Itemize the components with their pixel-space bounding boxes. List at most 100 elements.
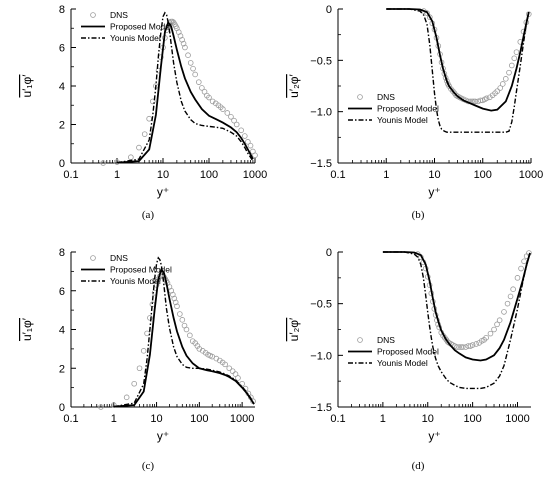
y-tick-label: −1.5 [310, 158, 332, 170]
dns-point [518, 265, 524, 272]
dns-point [199, 85, 205, 91]
y-tick-label: 4 [59, 325, 65, 337]
dns-point [170, 291, 176, 298]
series-line [113, 256, 255, 408]
legend-marker-dns [90, 12, 96, 18]
dns-point [128, 154, 134, 161]
y-axis-label: u′₁φ′ [20, 317, 34, 341]
series-proposed-model [386, 8, 530, 112]
series-dns [420, 8, 532, 105]
dns-point [136, 365, 143, 372]
dns-point [427, 14, 433, 21]
dns-point [177, 311, 183, 317]
y-tick-label: 2 [59, 120, 65, 132]
dns-point [473, 341, 479, 347]
series-dns [98, 272, 256, 410]
dns-point [144, 330, 150, 337]
dns-point [233, 121, 240, 128]
dns-point [206, 94, 212, 101]
dns-point [502, 76, 509, 82]
y-axis-label: u′₁φ′ [20, 74, 34, 98]
dns-point [174, 303, 180, 310]
x-tick-label: 100 [190, 413, 208, 425]
dns-point [141, 131, 148, 137]
x-tick-label: 1000 [230, 413, 254, 425]
series-younis-model [116, 11, 254, 164]
dns-point [131, 380, 137, 387]
legend-marker-dns [90, 255, 96, 261]
dns-point [180, 40, 187, 47]
dns-point [179, 36, 185, 43]
legend-label: DNS [110, 10, 128, 20]
series-younis-model [113, 256, 255, 408]
chart-panel-d: 0.1 1 10 100 1000 0 −0.5 −1.0 −1.5 y⁺ u′₂φ′ DNS Prop… [287, 247, 532, 472]
panel-caption: (d) [412, 460, 425, 472]
dns-point [483, 95, 490, 102]
x-tick-label: 100 [463, 413, 481, 425]
y-tick-label: −0.5 [310, 55, 332, 67]
dns-point [507, 293, 514, 300]
x-tick-label: 0.1 [330, 169, 345, 181]
legend-label: Younis Model [377, 115, 428, 125]
series-line [116, 11, 254, 164]
chart-panel-a: 0.1 1 10 100 1000 0 2 4 6 8 y⁺ u′₁φ′ DNS Proposed Mod… [20, 4, 267, 221]
dns-point [171, 295, 178, 302]
dns-point [231, 117, 237, 124]
dns-point [494, 321, 500, 328]
dns-point [424, 10, 430, 16]
x-axis-label: y⁺ [428, 185, 440, 199]
dns-point [209, 98, 216, 105]
y-tick-label: −1.0 [310, 350, 332, 362]
legend-label: Proposed Model [110, 265, 172, 275]
dns-point [147, 315, 153, 321]
dns-point [477, 97, 484, 104]
dns-point [241, 133, 248, 139]
dns-point [499, 81, 506, 87]
dns-point [239, 380, 245, 387]
dns-point [459, 344, 466, 350]
dns-point [232, 371, 239, 377]
dns-point [496, 317, 503, 324]
dns-point [229, 368, 236, 374]
dns-point [228, 114, 234, 120]
dns-point [487, 330, 494, 337]
y-tick-label: 6 [59, 286, 65, 298]
legend-label: Younis Model [110, 33, 161, 43]
panel-caption: (c) [142, 460, 155, 472]
dns-point [187, 332, 193, 339]
series-line [116, 20, 254, 164]
y-tick-label: 8 [59, 4, 65, 16]
dns-point [195, 79, 202, 85]
dns-point [514, 275, 521, 281]
dns-point [456, 344, 462, 350]
legend-label: DNS [377, 92, 395, 102]
series-line [382, 251, 531, 362]
panel-caption: (b) [412, 209, 425, 221]
dns-point [183, 326, 190, 333]
x-axis-label: y⁺ [157, 429, 169, 443]
dns-point [245, 139, 251, 145]
y-tick-label: 0 [326, 4, 332, 16]
legend-label: Younis Model [110, 276, 161, 286]
series-proposed-model [382, 251, 531, 362]
dns-point [252, 152, 258, 159]
series-line [386, 8, 530, 112]
series-proposed-model [113, 267, 255, 408]
dns-point [222, 361, 228, 368]
dns-point [469, 342, 476, 348]
dns-point [238, 127, 244, 134]
y-tick-label: 0 [59, 158, 65, 170]
dns-point [100, 160, 106, 166]
dns-point [513, 49, 520, 55]
y-tick-label: −1.5 [310, 402, 332, 414]
dns-point [98, 404, 104, 410]
legend-marker-dns [357, 94, 363, 100]
series-line [386, 8, 530, 133]
legend-label: DNS [377, 335, 395, 345]
dns-point [149, 98, 156, 105]
dns-point [247, 142, 254, 149]
